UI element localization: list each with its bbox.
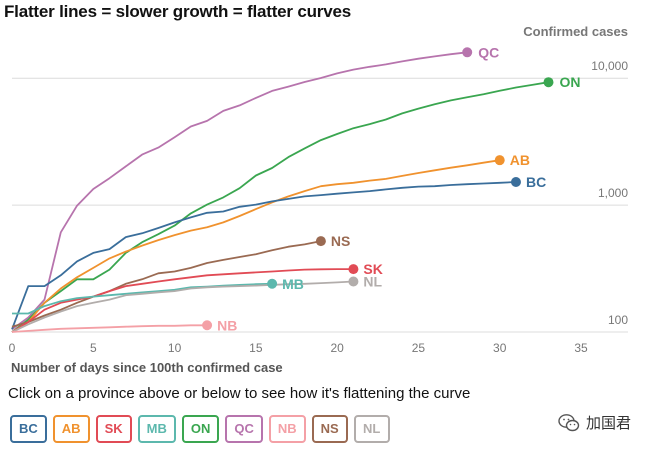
- series-label-sk[interactable]: SK: [363, 261, 382, 277]
- grid-lines: [12, 77, 628, 333]
- series-lines: [11, 51, 549, 333]
- y-tick-labels: 100 1,000 10,000: [591, 59, 628, 327]
- x-tick-label: 0: [9, 341, 16, 355]
- watermark: 加国君: [558, 412, 631, 433]
- series-line-ns[interactable]: [11, 240, 322, 328]
- x-axis-label: Number of days since 100th confirmed cas…: [11, 360, 283, 375]
- province-button-bc[interactable]: BC: [10, 415, 47, 443]
- series-line-mb[interactable]: [12, 282, 273, 315]
- x-tick-label: 10: [168, 341, 182, 355]
- end-marker-qc[interactable]: [462, 47, 473, 58]
- end-marker-nb[interactable]: [202, 320, 213, 331]
- series-line-nb[interactable]: [11, 324, 208, 333]
- series-end-markers: QC ON AB BC NS SK MB NL NB: [202, 44, 580, 333]
- province-button-qc[interactable]: QC: [225, 415, 263, 443]
- chart-title: Flatter lines = slower growth = flatter …: [4, 2, 351, 21]
- end-marker-sk[interactable]: [348, 264, 359, 275]
- series-line-bc[interactable]: [11, 181, 517, 330]
- x-tick-label: 5: [90, 341, 97, 355]
- province-button-ns[interactable]: NS: [311, 415, 348, 443]
- province-button-nb[interactable]: NB: [268, 415, 306, 443]
- series-label-bc[interactable]: BC: [526, 174, 546, 190]
- end-marker-mb[interactable]: [267, 278, 278, 289]
- series-label-nb[interactable]: NB: [217, 317, 237, 333]
- wechat-icon: [558, 413, 580, 431]
- province-buttons: BC AB SK MB ON QC NB NS NL: [10, 415, 390, 443]
- x-tick-labels: 0 5 10 15 20 25 30 35: [9, 341, 588, 355]
- x-tick-label: 35: [574, 341, 588, 355]
- x-tick-label: 20: [330, 341, 344, 355]
- end-marker-ns[interactable]: [315, 236, 326, 247]
- x-tick-label: 25: [412, 341, 426, 355]
- series-line-on[interactable]: [11, 81, 549, 333]
- series-line-ab[interactable]: [11, 159, 500, 333]
- series-line-nl[interactable]: [11, 280, 354, 333]
- watermark-text: 加国君: [586, 415, 632, 432]
- province-button-sk[interactable]: SK: [95, 415, 132, 443]
- end-marker-nl[interactable]: [348, 276, 359, 287]
- y-tick-label: 10,000: [591, 59, 628, 73]
- y-tick-label: 1,000: [598, 186, 628, 200]
- x-tick-label: 30: [493, 341, 507, 355]
- x-tick-label: 15: [249, 341, 263, 355]
- series-label-qc[interactable]: QC: [478, 44, 499, 60]
- series-label-ab[interactable]: AB: [510, 152, 530, 168]
- end-marker-ab[interactable]: [494, 155, 505, 166]
- instruction-text: Click on a province above or below to se…: [8, 385, 471, 402]
- series-label-on[interactable]: ON: [559, 74, 580, 90]
- province-button-ab[interactable]: AB: [52, 415, 90, 443]
- end-marker-on[interactable]: [543, 77, 554, 88]
- series-label-ns[interactable]: NS: [331, 233, 350, 249]
- y-tick-label: 100: [608, 313, 628, 327]
- series-label-mb[interactable]: MB: [282, 276, 304, 292]
- series-label-nl[interactable]: NL: [363, 274, 382, 290]
- line-chart: 100 1,000 10,000 0 5 10 15 20 25 30 35 Confirmed …: [9, 24, 629, 375]
- province-button-mb[interactable]: MB: [137, 415, 176, 443]
- end-marker-bc[interactable]: [510, 177, 521, 188]
- series-line-qc[interactable]: [11, 51, 468, 331]
- province-button-nl[interactable]: NL: [353, 415, 390, 443]
- y-axis-label: Confirmed cases: [523, 24, 628, 39]
- series-line-sk[interactable]: [11, 268, 354, 333]
- province-button-on[interactable]: ON: [181, 415, 220, 443]
